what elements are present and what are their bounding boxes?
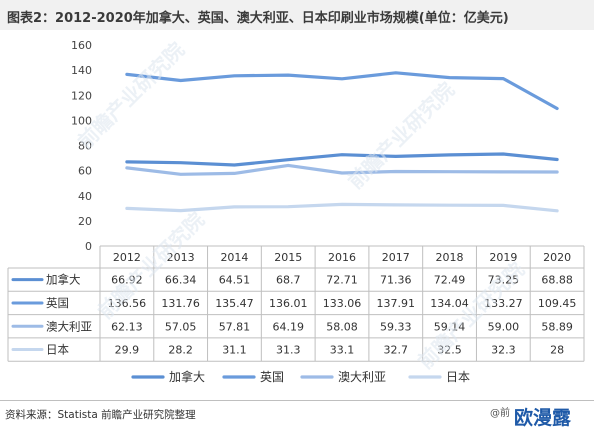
- table-cell-value: 73.25: [488, 274, 520, 287]
- table-cell-value: 66.34: [165, 274, 197, 287]
- table-cell-value: 136.01: [269, 297, 308, 310]
- x-tick-label: 2016: [328, 251, 356, 264]
- table-cell-value: 72.71: [326, 274, 358, 287]
- table-cell-value: 62.13: [111, 320, 143, 333]
- series-line: [125, 152, 559, 167]
- series-line: [125, 163, 559, 176]
- table-series-name: 加拿大: [46, 273, 81, 287]
- table-series-name: 英国: [46, 296, 69, 310]
- table-cell-value: 109.45: [538, 297, 577, 310]
- legend-label: 日本: [446, 370, 470, 384]
- table-cell-value: 131.76: [161, 297, 200, 310]
- table-cell-value: 32.5: [437, 344, 462, 357]
- y-tick-label: 0: [85, 240, 92, 253]
- y-tick-label: 80: [78, 140, 92, 153]
- x-tick-label: 2018: [436, 251, 464, 264]
- table-cell-value: 64.51: [219, 274, 251, 287]
- brand-prefix: @前: [490, 408, 510, 419]
- table-cell-value: 32.3: [491, 344, 516, 357]
- table-cell-value: 66.92: [111, 274, 143, 287]
- table-cell-value: 71.36: [380, 274, 412, 287]
- table-cell-value: 59.14: [434, 320, 466, 333]
- table-cell-value: 58.89: [541, 320, 573, 333]
- x-tick-label: 2014: [220, 251, 248, 264]
- table-cell-value: 136.56: [108, 297, 147, 310]
- footer: 资料来源：Statista 前瞻产业研究院整理 @前 欧漫露: [0, 400, 594, 427]
- x-tick-label: 2017: [382, 251, 410, 264]
- x-tick-label: 2019: [489, 251, 517, 264]
- y-tick-label: 100: [71, 114, 92, 127]
- table-cell-value: 59.33: [380, 320, 412, 333]
- source-note: 资料来源：Statista 前瞻产业研究院整理: [5, 409, 196, 421]
- table-cell-value: 59.00: [488, 320, 520, 333]
- y-tick-label: 40: [78, 190, 92, 203]
- table-cell-value: 68.88: [541, 274, 573, 287]
- brand-logo: 欧漫露: [514, 407, 572, 427]
- table-cell-value: 57.05: [165, 320, 197, 333]
- table-cell-value: 58.08: [326, 320, 358, 333]
- x-tick-label: 2012: [113, 251, 141, 264]
- table-cell-value: 133.06: [323, 297, 362, 310]
- table-cell-value: 134.04: [430, 297, 469, 310]
- y-tick-label: 140: [71, 64, 92, 77]
- series-line: [125, 71, 559, 111]
- table-cell-value: 29.9: [115, 344, 140, 357]
- table-cell-value: 28: [550, 344, 564, 357]
- table-cell-value: 33.1: [330, 344, 355, 357]
- table-cell-value: 72.49: [434, 274, 466, 287]
- table-cell-value: 133.27: [484, 297, 523, 310]
- table-cell-value: 28.2: [168, 344, 193, 357]
- table-cell-value: 31.3: [276, 344, 301, 357]
- x-tick-label: 2020: [543, 251, 571, 264]
- market-size-chart: 0 20 40 60 80 100 120 140 160 2012 2013 2014 2015 201…: [7, 39, 585, 384]
- table-cell-value: 135.47: [215, 297, 254, 310]
- table-series-name: 日本: [46, 343, 69, 357]
- x-tick-label: 2013: [167, 251, 195, 264]
- table-cell-value: 68.7: [276, 274, 301, 287]
- table-cell-value: 64.19: [272, 320, 304, 333]
- series-line: [125, 202, 559, 213]
- legend-label: 英国: [260, 370, 284, 384]
- table-series-name: 澳大利亚: [46, 319, 92, 333]
- chart-title: 图表2：2012-2020年加拿大、英国、澳大利亚、日本印刷业市场规模(单位：亿…: [0, 0, 594, 30]
- y-tick-label: 20: [78, 215, 92, 228]
- table-cell-value: 32.7: [384, 344, 409, 357]
- y-tick-label: 160: [71, 39, 92, 52]
- legend-label: 澳大利亚: [338, 370, 386, 384]
- table-cell-value: 31.1: [222, 344, 247, 357]
- y-tick-label: 120: [71, 89, 92, 102]
- y-tick-label: 60: [78, 165, 92, 178]
- legend-label: 加拿大: [169, 369, 205, 384]
- table-cell-value: 137.91: [377, 297, 416, 310]
- table-cell-value: 57.81: [219, 320, 251, 333]
- x-tick-label: 2015: [274, 251, 302, 264]
